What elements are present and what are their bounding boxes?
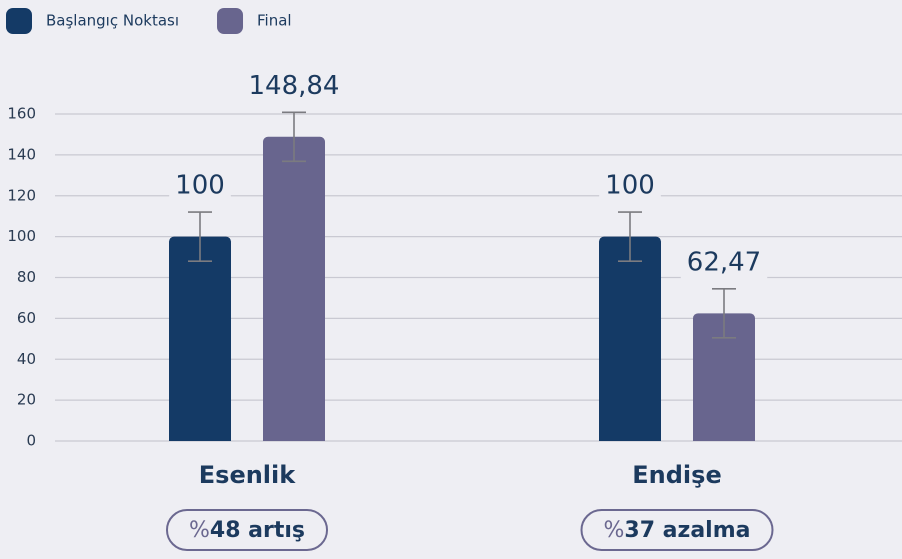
annotation-text: 37 azalma [624, 518, 750, 543]
annotation-prefix: % [604, 518, 625, 543]
value-label: 100 [605, 171, 655, 201]
y-tick-label: 60 [17, 309, 36, 327]
legend-swatch [217, 8, 244, 34]
category-label: Endişe [632, 461, 721, 489]
legend-label: Final [257, 12, 292, 30]
annotation: %48 artış [189, 518, 305, 543]
legend-label: Başlangıç Noktası [46, 12, 179, 30]
value-label: 100 [175, 171, 225, 201]
value-label-bg [169, 170, 231, 203]
bar-base [263, 436, 325, 441]
bar [263, 136, 325, 442]
bar [693, 313, 755, 441]
annotation-pill [165, 509, 329, 551]
y-tick-label: 40 [17, 350, 36, 368]
y-tick-label: 20 [17, 391, 36, 409]
value-label-bg [680, 246, 768, 279]
bar [599, 236, 661, 441]
value-label: 62,47 [687, 247, 761, 277]
value-label-bg [599, 170, 661, 203]
category-label: Esenlik [199, 461, 296, 489]
y-tick-label: 160 [7, 105, 36, 123]
y-tick-label: 80 [17, 268, 36, 286]
annotation-pill [580, 509, 774, 551]
y-tick-label: 140 [7, 145, 36, 163]
value-label: 148,84 [249, 71, 340, 101]
y-tick-label: 100 [7, 227, 36, 245]
y-tick-label: 120 [7, 186, 36, 204]
annotation-text: 48 artış [210, 518, 305, 543]
bar-base [599, 436, 661, 441]
bar [169, 236, 231, 441]
annotation: %37 azalma [604, 518, 751, 543]
annotation-prefix: % [189, 518, 210, 543]
y-tick-label: 0 [26, 432, 36, 450]
bar-base [169, 436, 231, 441]
bar-base [693, 436, 755, 441]
legend-swatch [6, 8, 32, 34]
value-label-bg [242, 70, 346, 103]
